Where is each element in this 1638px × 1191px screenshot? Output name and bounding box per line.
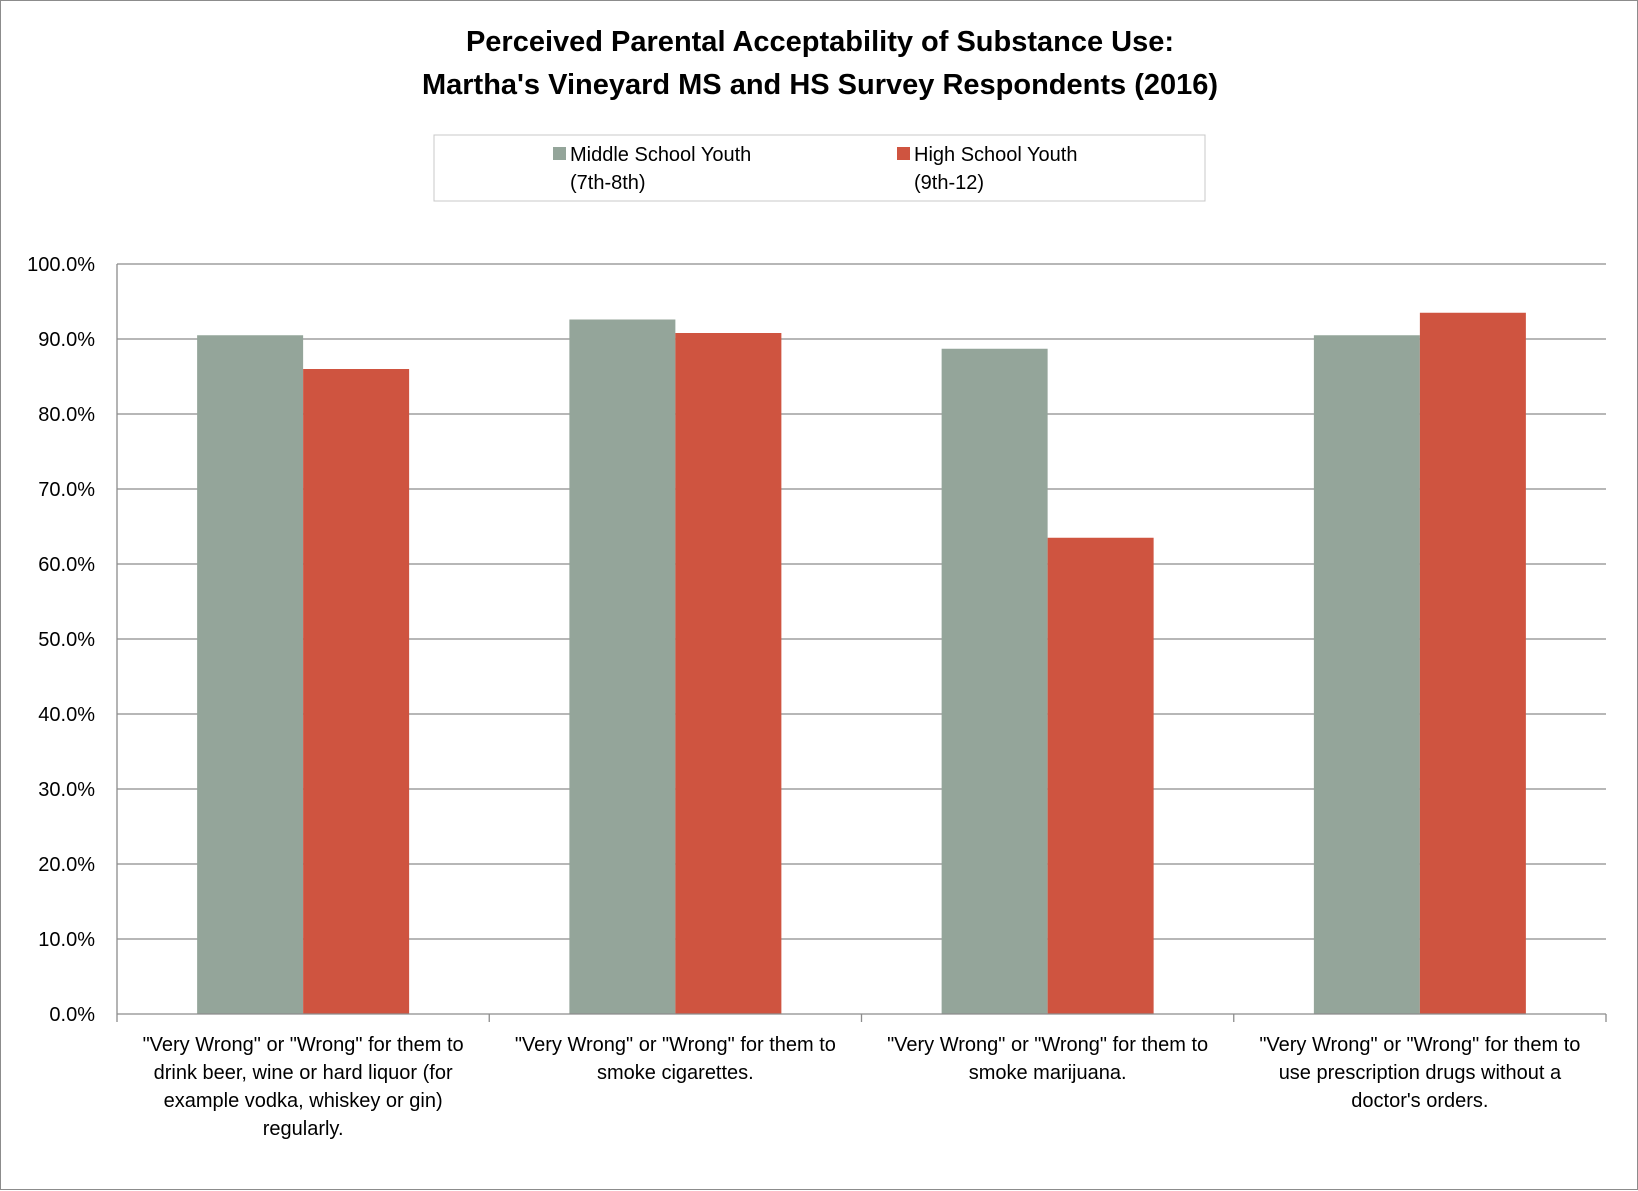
bar-high-school-3 (1047, 537, 1154, 1014)
y-tick-label: 30.0% (38, 779, 95, 801)
legend-label: Middle School Youth (7th-8th) (570, 144, 751, 194)
bar-high-school-2 (675, 333, 782, 1014)
y-tick-label: 70.0% (38, 479, 95, 501)
y-axis-ticks: 0.0% 10.0% 20.0% 30.0% 40.0% 50.0% 60.0% 70.0% 8… (27, 254, 95, 1026)
y-tick-label: 0.0% (49, 1004, 95, 1026)
bar-middle-school-2 (569, 319, 676, 1014)
bar-high-school-1 (303, 369, 410, 1014)
bar-high-school-4 (1419, 312, 1526, 1014)
y-tick-label: 50.0% (38, 629, 95, 651)
chart-title: Perceived Parental Acceptability of Subs… (466, 26, 1174, 58)
chart-subtitle: Martha's Vineyard MS and HS Survey Respo… (422, 69, 1218, 101)
x-category-label: "Very Wrong" or "Wrong" for them to smoke… (887, 1034, 1208, 1084)
y-tick-label: 100.0% (27, 254, 95, 276)
bars (197, 312, 1526, 1014)
x-category-label: "Very Wrong" or "Wrong" for them to smoke… (515, 1034, 836, 1084)
legend-swatch (553, 147, 566, 160)
y-tick-label: 40.0% (38, 704, 95, 726)
bar-middle-school-4 (1313, 335, 1420, 1014)
y-tick-label: 80.0% (38, 404, 95, 426)
x-category-label: "Very Wrong" or "Wrong" for them to drink… (143, 1034, 464, 1140)
y-tick-label: 20.0% (38, 854, 95, 876)
legend-label: High School Youth (9th-12) (914, 144, 1077, 194)
legend-box (433, 134, 1206, 202)
legend-swatch (897, 147, 910, 160)
bar-middle-school-3 (941, 348, 1048, 1014)
x-category-label: "Very Wrong" or "Wrong" for them to use p… (1259, 1034, 1580, 1112)
legend: Middle School Youth (7th-8th) High School … (433, 134, 1206, 202)
chart-title-group: Perceived Parental Acceptability of Subs… (422, 26, 1218, 101)
axes (116, 264, 1607, 1022)
y-tick-label: 10.0% (38, 929, 95, 951)
y-tick-label: 90.0% (38, 329, 95, 351)
y-tick-label: 60.0% (38, 554, 95, 576)
bar-middle-school-1 (197, 335, 304, 1014)
x-axis-labels: "Very Wrong" or "Wrong" for them to drink… (143, 1034, 1581, 1140)
